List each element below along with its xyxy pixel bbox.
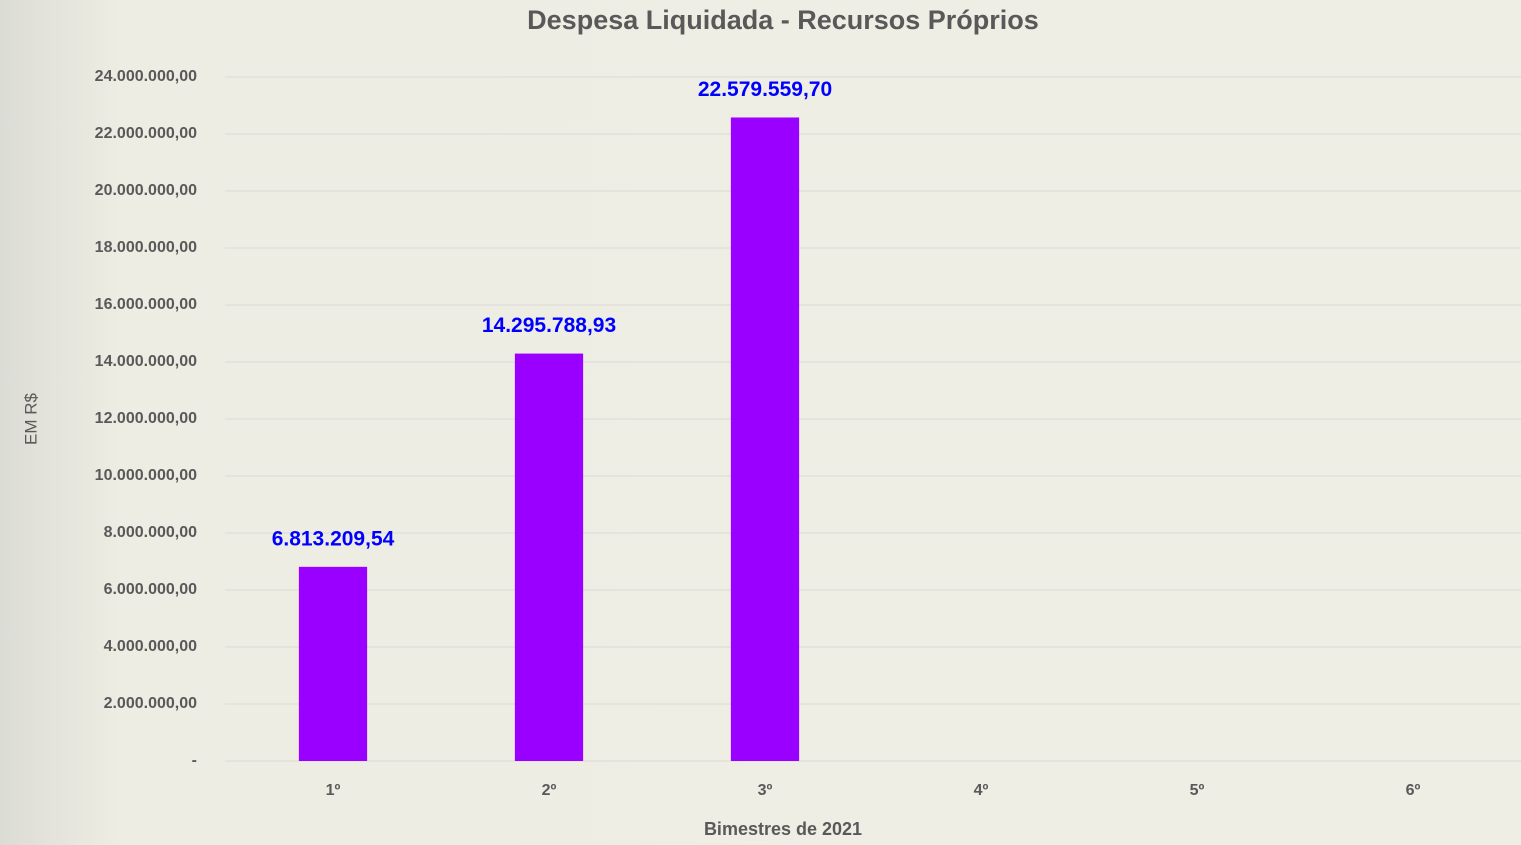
bar: [514, 353, 584, 761]
bar: [298, 566, 368, 761]
x-axis-label: Bimestres de 2021: [704, 819, 862, 839]
y-axis-label: EM R$: [21, 392, 40, 445]
y-tick-label: 6.000.000,00: [104, 581, 198, 598]
y-tick-label: 18.000.000,00: [95, 239, 197, 256]
y-tick-label: 8.000.000,00: [104, 524, 198, 541]
y-tick-label: 10.000.000,00: [95, 467, 197, 484]
x-tick-label: 4º: [974, 782, 989, 799]
y-tick-label: -: [192, 752, 197, 769]
y-tick-label: 2.000.000,00: [104, 695, 198, 712]
bar: [730, 117, 800, 762]
y-tick-label: 16.000.000,00: [95, 296, 197, 313]
value-label: 6.813.209,54: [272, 527, 395, 550]
value-label: 14.295.788,93: [482, 314, 616, 337]
x-tick-label: 6º: [1406, 782, 1421, 799]
value-label: 22.579.559,70: [698, 78, 832, 101]
y-tick-label: 4.000.000,00: [104, 638, 198, 655]
y-tick-label: 24.000.000,00: [95, 68, 197, 85]
y-tick-label: 12.000.000,00: [95, 410, 197, 427]
y-tick-label: 20.000.000,00: [95, 182, 197, 199]
x-tick-label: 3º: [758, 782, 773, 799]
y-tick-label: 14.000.000,00: [95, 353, 197, 370]
y-tick-label: 22.000.000,00: [95, 125, 197, 142]
x-tick-label: 1º: [326, 782, 341, 799]
x-tick-label: 2º: [542, 782, 557, 799]
x-tick-label: 5º: [1190, 782, 1205, 799]
chart-title: Despesa Liquidada - Recursos Próprios: [527, 5, 1039, 35]
